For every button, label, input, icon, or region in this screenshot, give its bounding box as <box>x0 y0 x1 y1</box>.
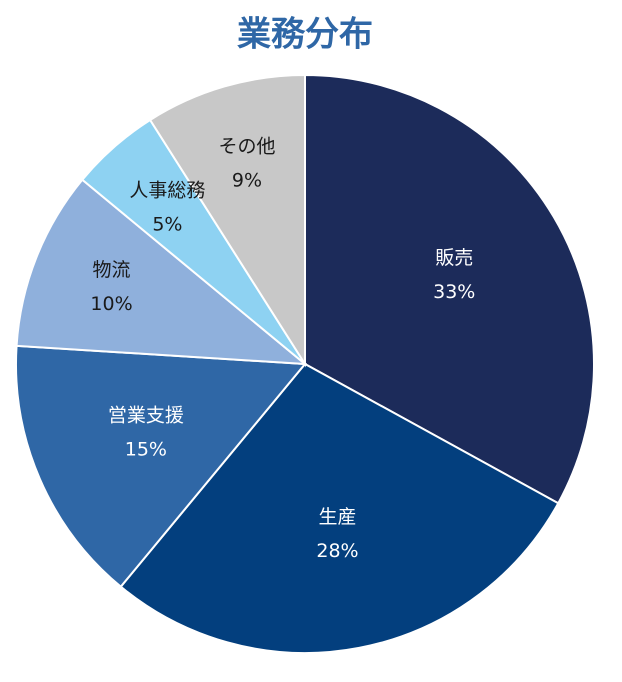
slice-label: 販売 <box>435 247 473 269</box>
chart-title: 業務分布 <box>237 15 373 55</box>
slice-label: 物流 <box>93 259 131 281</box>
pie-slice <box>304 73 595 505</box>
slice-label: 人事総務 <box>129 179 205 201</box>
slice-label: 生産 <box>318 506 356 528</box>
pie-slice <box>148 73 306 368</box>
slice-label: 営業支援 <box>108 404 184 426</box>
pie-slice <box>119 362 560 654</box>
slice-label: その他 <box>218 136 275 158</box>
pie-slice <box>15 178 309 366</box>
pie-slice <box>15 344 308 589</box>
slice-value-label: 33% <box>433 281 475 303</box>
slice-value-label: 28% <box>316 540 358 562</box>
slice-value-label: 15% <box>125 438 167 460</box>
slice-value-label: 5% <box>152 213 182 235</box>
slice-value-label: 10% <box>90 293 132 315</box>
slice-value-label: 9% <box>232 170 262 192</box>
